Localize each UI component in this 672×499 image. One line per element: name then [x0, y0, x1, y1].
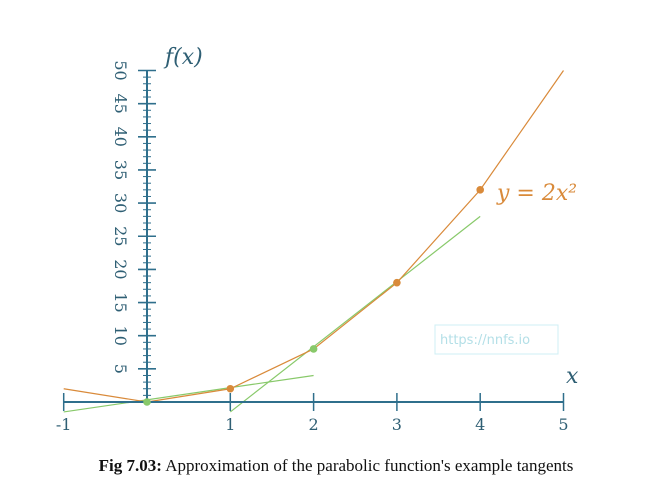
x-tick-label: -1 [56, 415, 72, 434]
x-axis-title: x [566, 364, 579, 389]
figure-caption: Fig 7.03: Approximation of the parabolic… [0, 456, 672, 476]
curve-point [226, 384, 235, 393]
x-tick-label: 4 [475, 415, 485, 434]
caption-label: Fig 7.03: [98, 456, 162, 475]
caption-text: Approximation of the parabolic function'… [161, 456, 574, 475]
y-tick-label: 15 [111, 292, 130, 312]
curve-label: y = 2x² [496, 181, 577, 206]
y-tick-label: 40 [111, 127, 130, 147]
y-tick-label: 35 [111, 160, 130, 180]
y-tick-label: 25 [111, 226, 130, 246]
y-tick-label: 50 [111, 60, 130, 80]
y-tick-label: 30 [111, 193, 130, 213]
y-tick-label: 10 [111, 326, 130, 346]
tangent-line-2 [229, 215, 481, 413]
curve-point [393, 278, 401, 287]
curve-point [476, 186, 485, 194]
y-tick-label: 5 [111, 364, 130, 374]
x-tick-label: 2 [309, 415, 319, 434]
watermark: https://nnfs.io [434, 324, 559, 355]
y-tick-label: 45 [111, 93, 130, 113]
y-tick-label: 20 [111, 259, 130, 279]
x-tick-label: 1 [225, 415, 235, 434]
y-axis-title: f(x) [163, 45, 203, 70]
x-tick-label: 3 [392, 415, 402, 434]
tangent-point [309, 345, 318, 353]
watermark-text: https://nnfs.io [440, 333, 530, 348]
tangent-line-1 [63, 374, 314, 413]
tangent-point [143, 398, 151, 406]
x-tick-label: 5 [558, 415, 568, 434]
